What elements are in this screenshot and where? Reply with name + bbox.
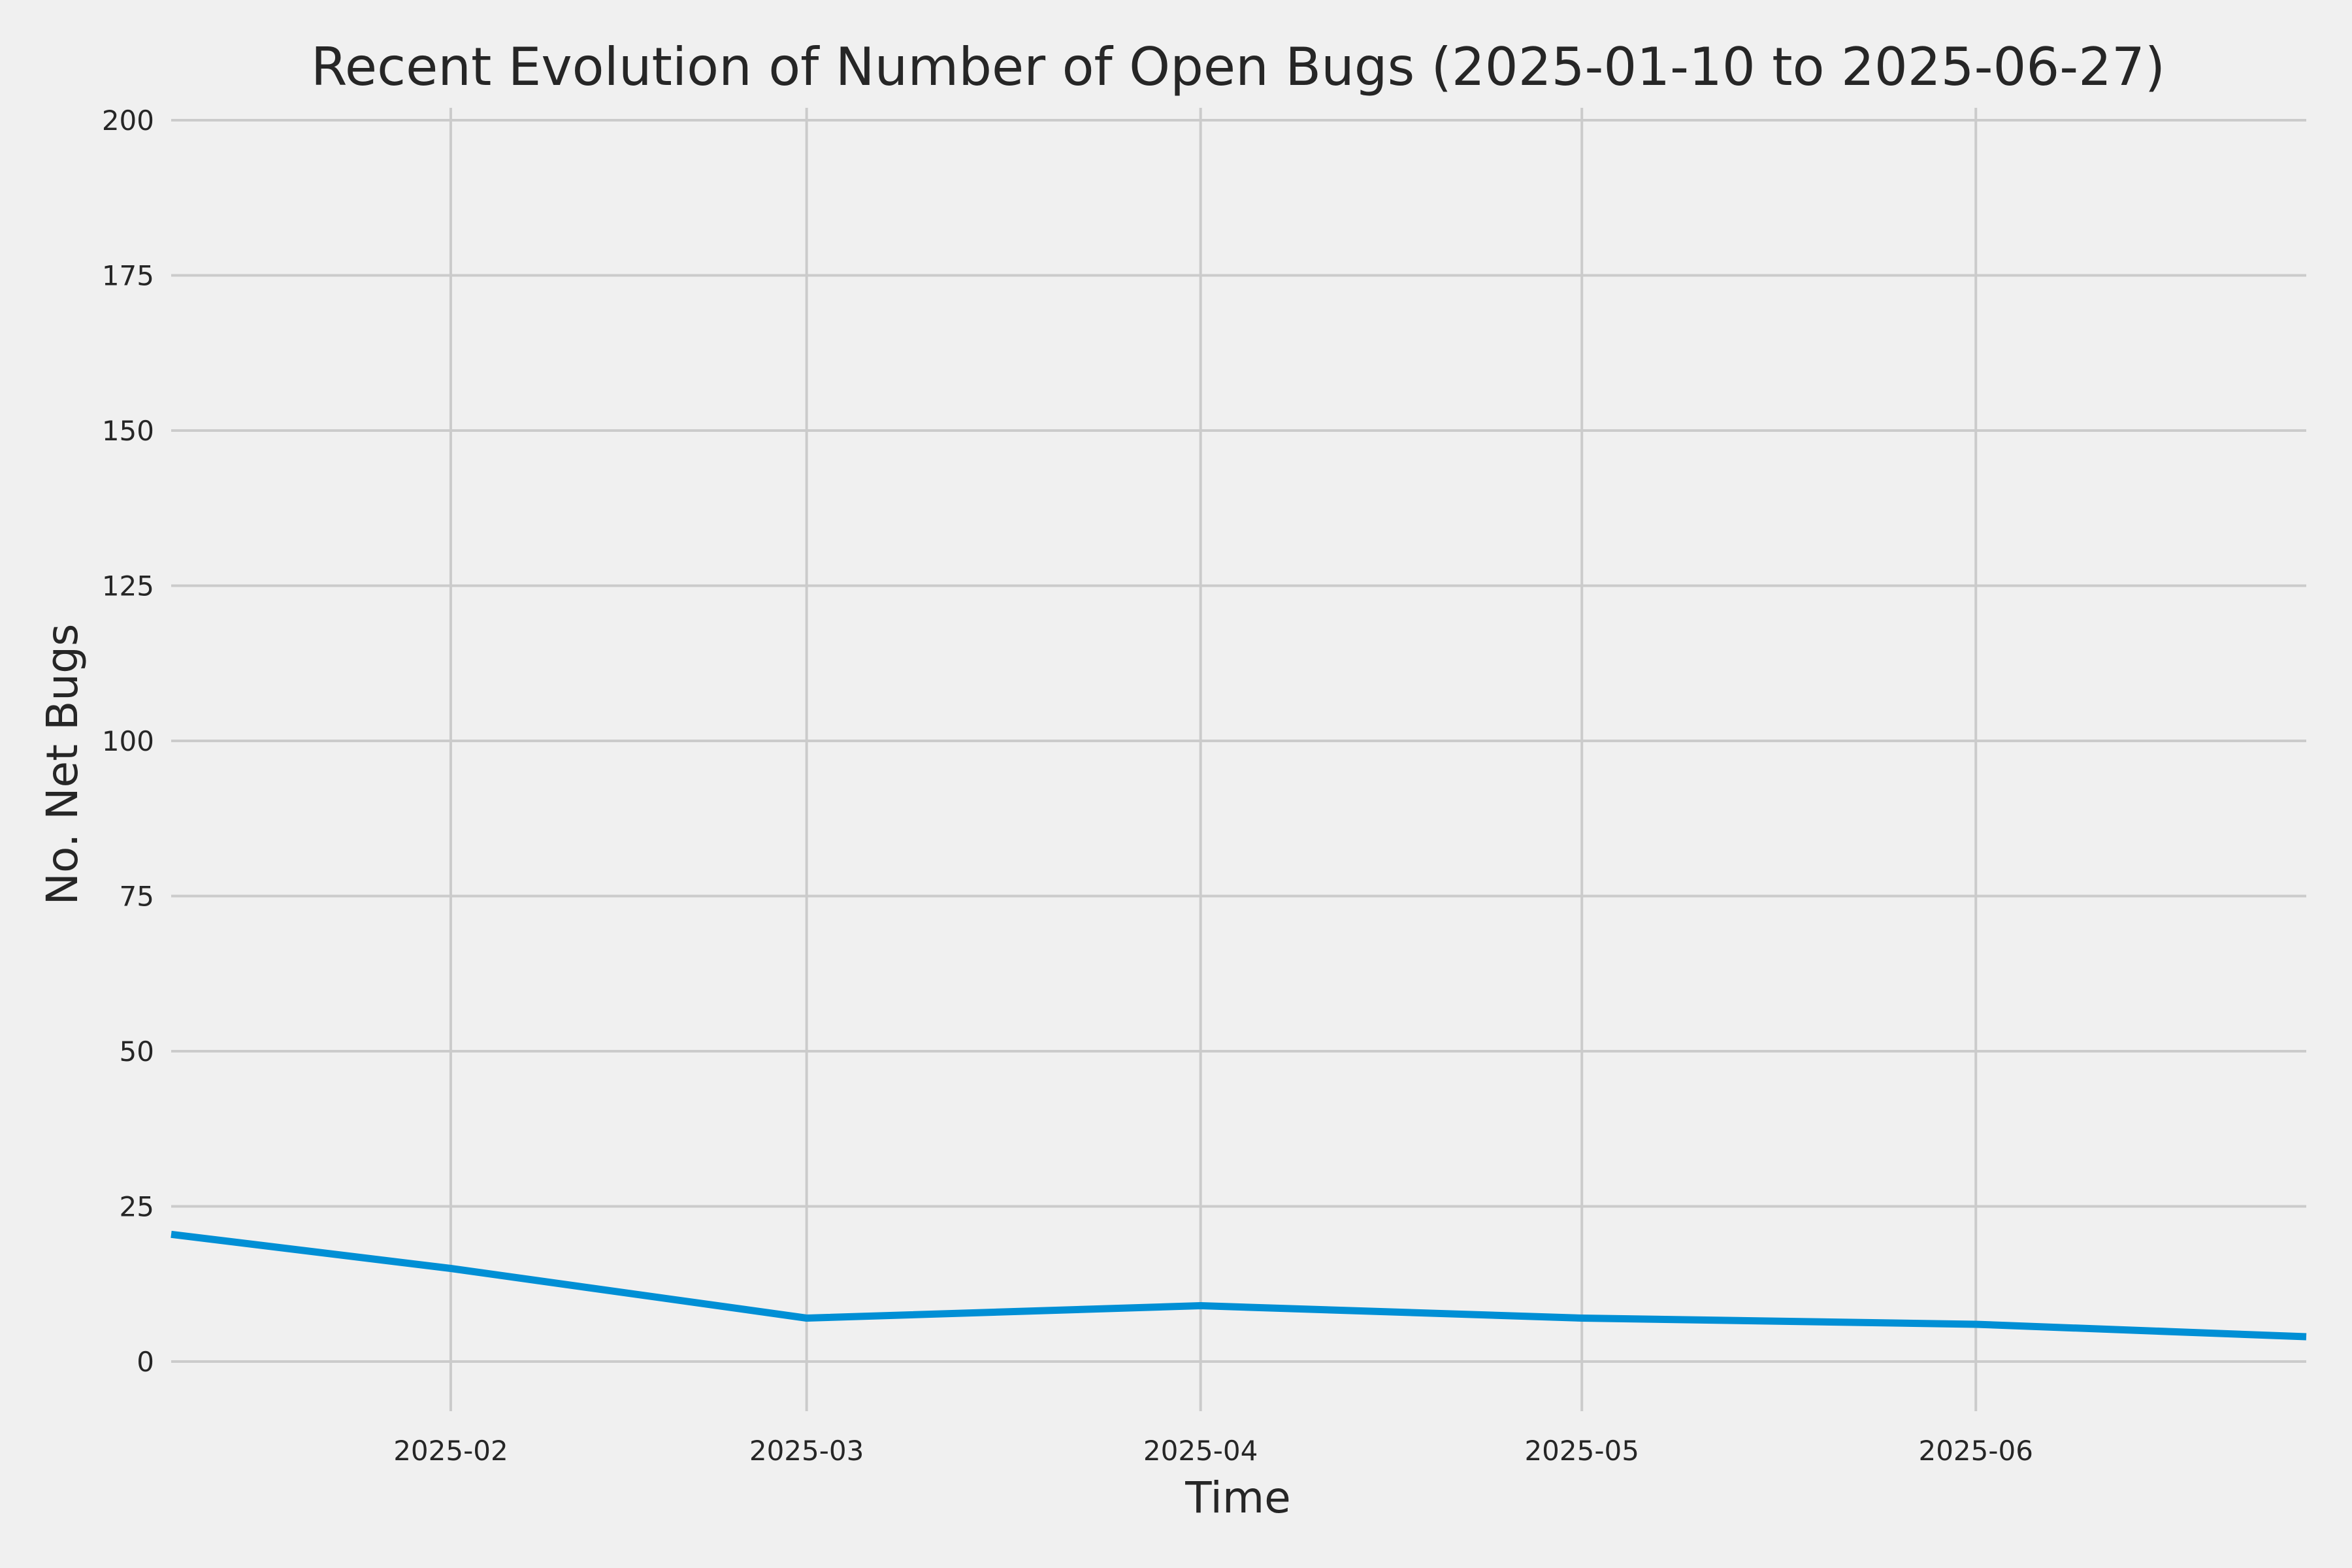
x-tick-label: 2025-03: [749, 1435, 864, 1467]
y-tick-label: 25: [120, 1191, 154, 1223]
y-tick-label: 75: [120, 881, 154, 913]
y-tick-label: 100: [102, 725, 154, 757]
x-gridlines: [449, 108, 1978, 1411]
x-tick-label: 2025-05: [1524, 1435, 1639, 1467]
y-gridlines: [171, 119, 2306, 1363]
x-tick-label: 2025-02: [393, 1435, 508, 1467]
series-line: [171, 1230, 2307, 1341]
chart-title: Recent Evolution of Number of Open Bugs …: [311, 37, 2165, 97]
x-tick-label: 2025-06: [1918, 1435, 2033, 1467]
x-tick-labels: 2025-02 2025-03 2025-04 2025-05 2025-06: [393, 1435, 2033, 1467]
y-tick-label: 50: [120, 1036, 154, 1068]
y-axis-label: No. Net Bugs: [37, 624, 88, 906]
y-tick-label: 150: [102, 415, 154, 447]
x-tick-label: 2025-04: [1143, 1435, 1258, 1467]
y-tick-labels: 0 25 50 75 100 125 150 175 200: [102, 105, 154, 1378]
y-tick-label: 175: [102, 260, 154, 292]
y-tick-label: 125: [102, 570, 154, 602]
y-tick-label: 0: [137, 1346, 154, 1378]
y-tick-label: 200: [102, 105, 154, 137]
x-axis-label: Time: [1184, 1473, 1291, 1523]
